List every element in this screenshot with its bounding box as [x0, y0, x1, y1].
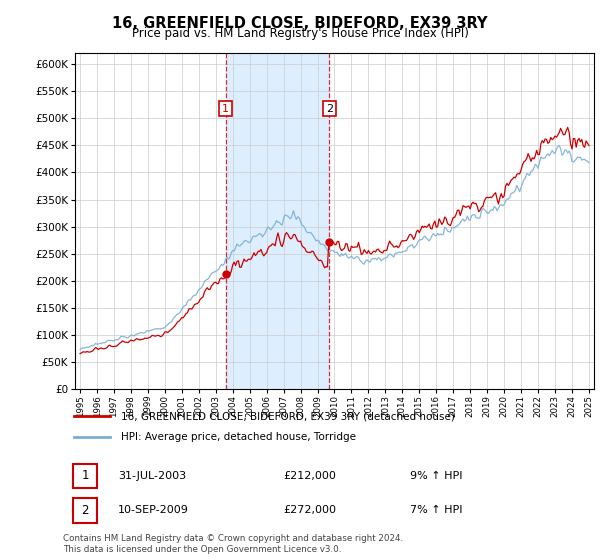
Text: Price paid vs. HM Land Registry's House Price Index (HPI): Price paid vs. HM Land Registry's House … [131, 27, 469, 40]
Text: HPI: Average price, detached house, Torridge: HPI: Average price, detached house, Torr… [121, 432, 356, 442]
Bar [73, 464, 97, 488]
Text: 16, GREENFIELD CLOSE, BIDEFORD, EX39 3RY: 16, GREENFIELD CLOSE, BIDEFORD, EX39 3RY [112, 16, 488, 31]
Text: 16, GREENFIELD CLOSE, BIDEFORD, EX39 3RY (detached house): 16, GREENFIELD CLOSE, BIDEFORD, EX39 3RY… [121, 411, 455, 421]
Bar [73, 498, 97, 522]
Text: 2: 2 [82, 504, 89, 517]
Text: 2: 2 [326, 104, 333, 114]
Text: £212,000: £212,000 [284, 471, 337, 480]
Text: £272,000: £272,000 [284, 506, 337, 515]
Text: 1: 1 [222, 104, 229, 114]
Text: 31-JUL-2003: 31-JUL-2003 [118, 471, 186, 480]
Text: 10-SEP-2009: 10-SEP-2009 [118, 506, 189, 515]
Text: 1: 1 [82, 469, 89, 482]
Text: 7% ↑ HPI: 7% ↑ HPI [409, 506, 462, 515]
Bar [226, 53, 329, 389]
Text: 9% ↑ HPI: 9% ↑ HPI [409, 471, 462, 480]
Text: Contains HM Land Registry data © Crown copyright and database right 2024.
This d: Contains HM Land Registry data © Crown c… [63, 534, 403, 554]
